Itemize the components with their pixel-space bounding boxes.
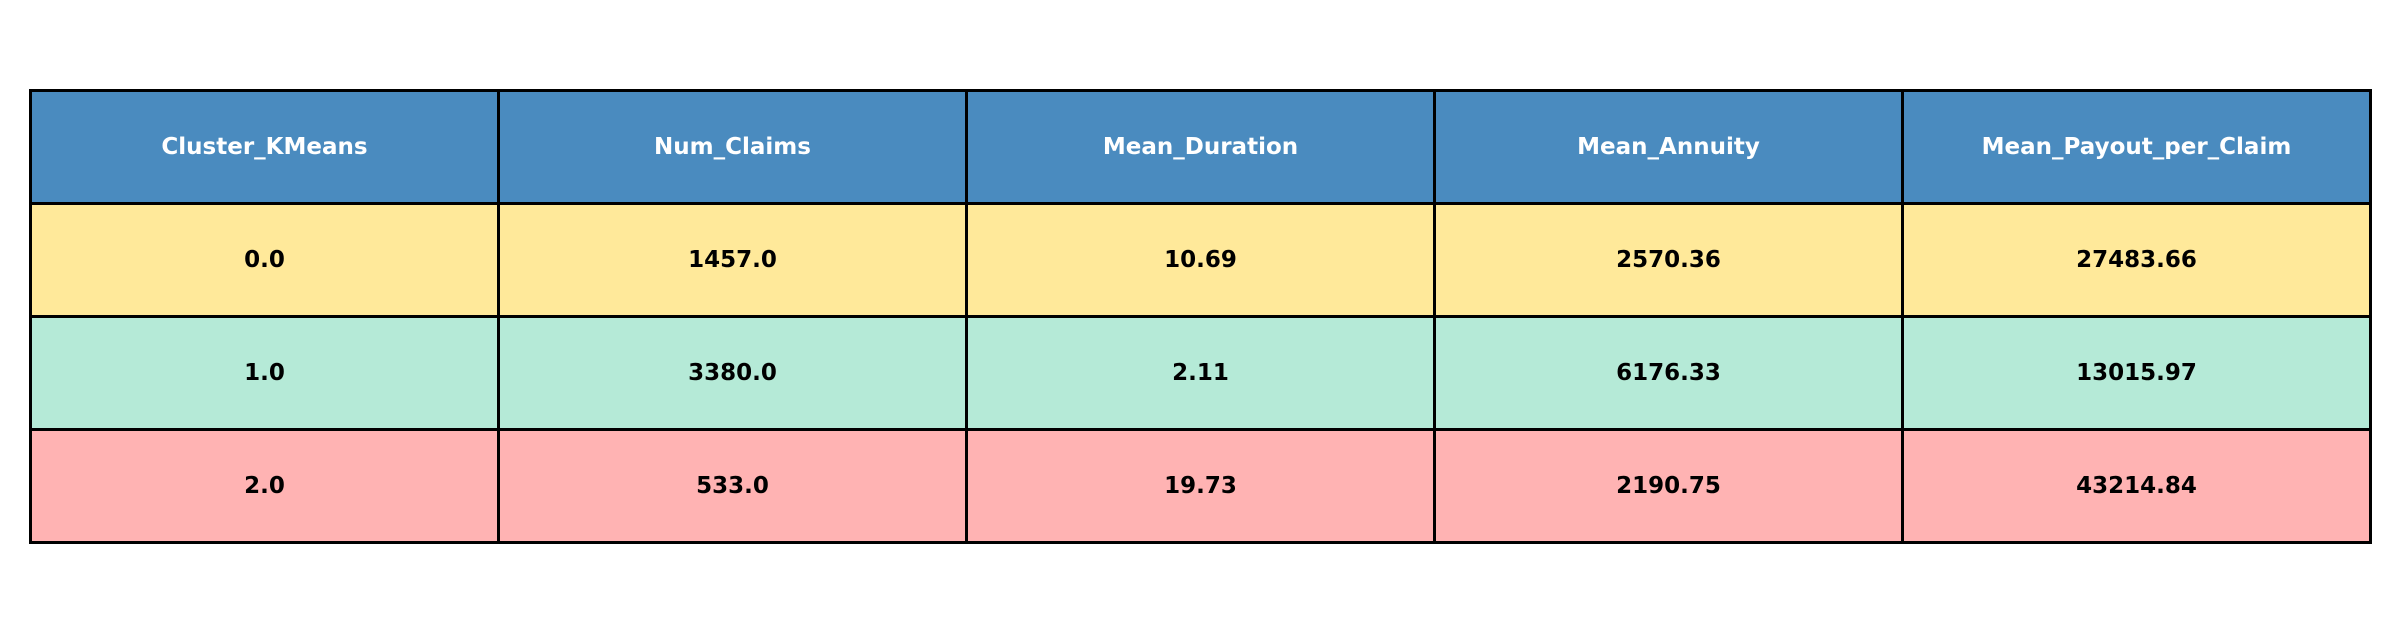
table-cell: 2570.36: [1433, 202, 1904, 318]
table-row: 2.0 533.0 19.73 2190.75 43214.84: [29, 428, 2372, 544]
column-header: Cluster_KMeans: [29, 89, 500, 205]
table-cell: 19.73: [965, 428, 1436, 544]
table-cell: 10.69: [965, 202, 1436, 318]
column-header: Mean_Payout_per_Claim: [1901, 89, 2372, 205]
table-cell: 1.0: [29, 315, 500, 431]
table-cell: 3380.0: [497, 315, 968, 431]
table-row: 1.0 3380.0 2.11 6176.33 13015.97: [29, 315, 2372, 431]
table-cell: 533.0: [497, 428, 968, 544]
table-cell: 13015.97: [1901, 315, 2372, 431]
table-cell: 1457.0: [497, 202, 968, 318]
column-header: Mean_Duration: [965, 89, 1436, 205]
table-body: 0.0 1457.0 10.69 2570.36 27483.66 1.0 3380.0 2.…: [29, 202, 2372, 544]
column-header: Num_Claims: [497, 89, 968, 205]
table-cell: 6176.33: [1433, 315, 1904, 431]
table-cell: 0.0: [29, 202, 500, 318]
table-cell: 2.11: [965, 315, 1436, 431]
table-cell: 27483.66: [1901, 202, 2372, 318]
cluster-summary-table: Cluster_KMeans Num_Claims Mean_Duration Mea…: [29, 89, 2372, 544]
table-cell: 2.0: [29, 428, 500, 544]
table-cell: 43214.84: [1901, 428, 2372, 544]
table-row: 0.0 1457.0 10.69 2570.36 27483.66: [29, 202, 2372, 318]
table-cell: 2190.75: [1433, 428, 1904, 544]
table-header-row: Cluster_KMeans Num_Claims Mean_Duration Mea…: [29, 89, 2372, 205]
column-header: Mean_Annuity: [1433, 89, 1904, 205]
